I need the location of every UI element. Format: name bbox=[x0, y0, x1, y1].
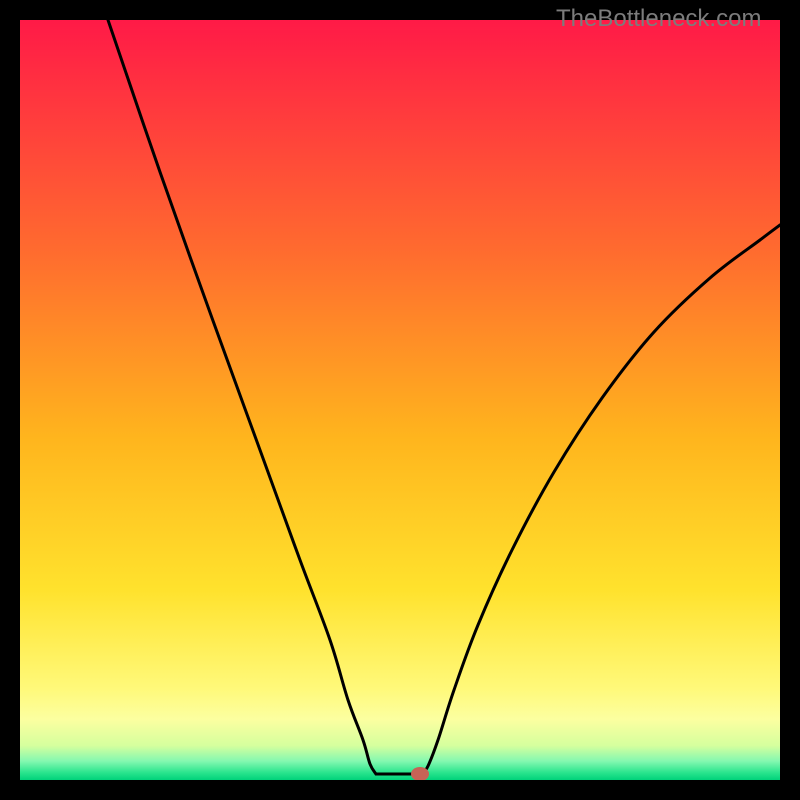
plot-area bbox=[20, 20, 780, 780]
watermark-text: TheBottleneck.com bbox=[556, 5, 761, 33]
chart-container: TheBottleneck.com bbox=[0, 0, 800, 800]
bottleneck-curve bbox=[20, 20, 780, 780]
